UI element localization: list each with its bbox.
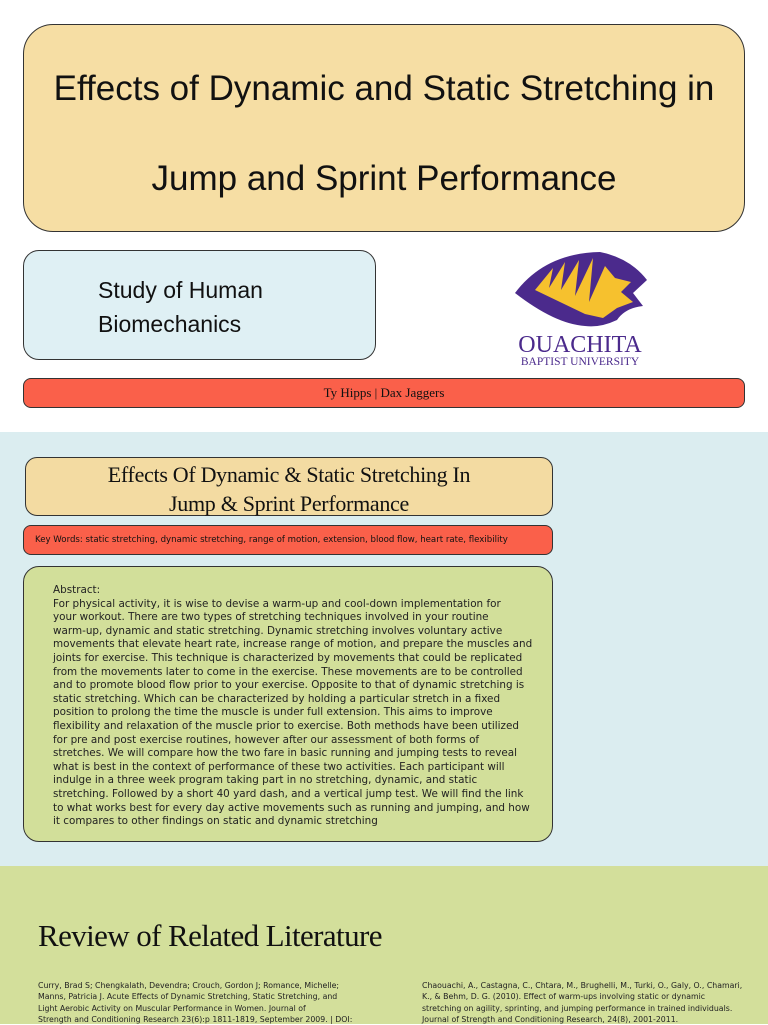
abstract-line: indulge in a three week program taking p…	[53, 774, 478, 787]
abstract-line: what is best in the context of performan…	[53, 760, 505, 773]
abstract-line: stretches. We will compare how the two f…	[53, 747, 518, 760]
logo-name: OUACHITA	[518, 332, 642, 358]
subtitle-line: Study of Human	[98, 277, 263, 303]
heading-line: Jump & Sprint Performance	[169, 491, 409, 516]
reference-line: Manns, Patricia J. Acute Effects of Dyna…	[38, 992, 338, 1002]
reference-line: stretching on agility, sprinting, and ju…	[422, 1003, 733, 1013]
abstract-line: to what works best for every day active …	[53, 801, 530, 814]
abstract-line: your workout. There are two types of str…	[53, 611, 489, 624]
literature-section	[0, 866, 768, 1024]
abstract-line: warm-up, dynamic and static stretching. …	[53, 624, 503, 637]
heading-line: Effects Of Dynamic & Static Stretching I…	[107, 462, 471, 487]
reference-line: Curry, Brad S; Chengkalath, Devendra; Cr…	[38, 981, 340, 990]
reference-line: Strength and Conditioning Research 23(6)…	[38, 1014, 353, 1024]
abstract-line: from the movements later to come in the …	[53, 665, 523, 678]
abstract-line: For physical activity, it is wise to dev…	[53, 597, 501, 610]
literature-title: Review of Related Literature	[38, 918, 382, 953]
abstract-line: stretching. Followed by a short 40 yard …	[53, 787, 524, 800]
subtitle-box: Study of Human Biomechanics	[23, 250, 376, 360]
abstract-line: joints for exercise. This technique is c…	[53, 651, 523, 664]
reference-line: Chaouachi, A., Castagna, C., Chtara, M.,…	[422, 981, 743, 990]
reference-line: K., & Behm, D. G. (2010). Effect of warm…	[422, 992, 706, 1002]
abstract-box: Abstract: For physical activity, it is w…	[23, 566, 553, 842]
abstract-line: it compares to other findings on static …	[53, 815, 378, 828]
abstract-line: flexibility and relaxation of the muscle…	[53, 719, 519, 732]
section-heading: Effects Of Dynamic & Static Stretching I…	[25, 457, 553, 516]
reference: Chaouachi, A., Castagna, C., Chtara, M.,…	[422, 980, 742, 1025]
abstract-line: position to prolong the time the muscle …	[53, 706, 493, 719]
subtitle-line: Biomechanics	[98, 311, 242, 337]
abstract-line: for pre and post exercise routines, howe…	[53, 733, 480, 746]
abstract-line: static stretching. Which can be characte…	[53, 692, 501, 705]
abstract-line: movements that elevate heart rate, incre…	[53, 638, 533, 651]
logo-subname: BAPTIST UNIVERSITY	[521, 356, 640, 368]
authors-bar: Ty Hipps | Dax Jaggers	[23, 378, 745, 408]
title-line: Jump and Sprint Performance	[151, 159, 617, 198]
reference: Curry, Brad S; Chengkalath, Devendra; Cr…	[38, 980, 352, 1025]
poster-title: Effects of Dynamic and Static Stretching…	[23, 24, 745, 232]
keywords-bar: Key Words: static stretching, dynamic st…	[23, 525, 553, 555]
title-line: Effects of Dynamic and Static Stretching…	[53, 69, 715, 108]
abstract-label: Abstract:	[53, 584, 101, 596]
abstract-line: and to promote blood flow prior to your …	[53, 679, 525, 692]
reference-line: Light Aerobic Activity on Muscular Perfo…	[38, 1003, 306, 1013]
reference-line: Journal of Strength and Conditioning Res…	[422, 1014, 679, 1024]
university-logo: OUACHITA BAPTIST UNIVERSITY	[515, 252, 647, 368]
